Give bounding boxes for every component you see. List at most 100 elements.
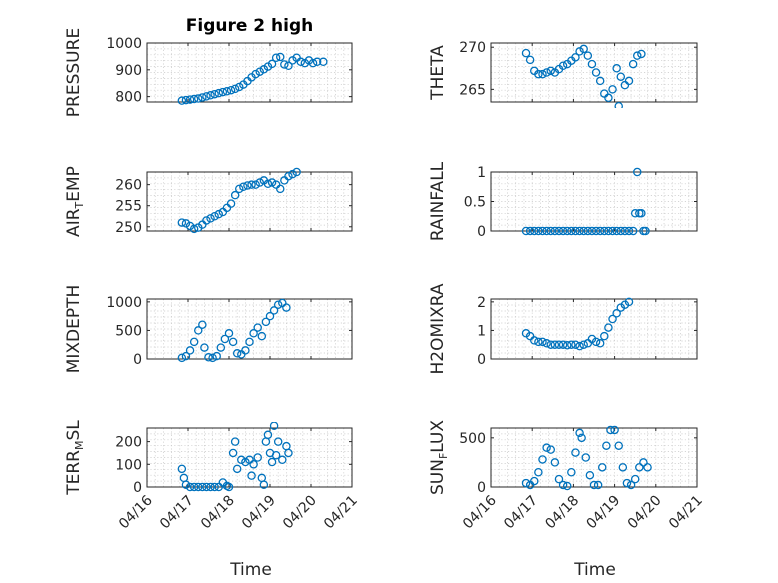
y-tick-label: 0	[477, 352, 486, 368]
data-point	[579, 226, 588, 236]
data-point	[579, 44, 588, 54]
data-point	[542, 68, 551, 77]
data-point	[232, 349, 242, 358]
data-point	[608, 314, 617, 324]
chart-title: Figure 2 high	[186, 16, 314, 36]
data-point	[241, 457, 250, 467]
data-point	[224, 329, 234, 338]
data-point	[571, 226, 580, 236]
y-tick-label: 2	[477, 295, 486, 311]
y-axis-label: RAINFALL	[428, 161, 448, 241]
data-point	[637, 49, 646, 59]
data-series	[177, 298, 291, 363]
y-axis-label-part: RAINFALL	[428, 161, 448, 241]
data-point	[245, 337, 254, 347]
data-point	[542, 226, 551, 236]
data-point	[249, 460, 258, 469]
data-point	[575, 341, 584, 351]
data-point	[202, 482, 211, 492]
data-point	[521, 48, 531, 58]
data-point	[610, 425, 619, 435]
data-point	[571, 53, 580, 62]
data-point	[575, 226, 584, 236]
data-point	[635, 463, 644, 472]
data-point	[525, 226, 535, 236]
data-point	[218, 87, 228, 97]
data-series	[521, 167, 650, 236]
data-point	[181, 351, 191, 361]
axes-frame	[146, 427, 353, 488]
data-point	[530, 476, 539, 486]
data-point	[538, 455, 547, 464]
data-point	[616, 72, 626, 81]
chart-panel-4: 0 500 1000 MIXDEPTH	[64, 285, 353, 374]
data-point	[271, 450, 281, 460]
y-axis-label-part: H2OMIXRA	[428, 283, 448, 374]
data-point	[319, 57, 328, 67]
data-point	[230, 84, 240, 94]
data-point	[538, 337, 547, 347]
data-point	[550, 340, 560, 349]
chart-panel-0: 800 900 1000 PRESSURE Figure 2 high	[64, 16, 353, 117]
data-point	[630, 474, 640, 484]
data-point	[604, 93, 613, 103]
data-point	[612, 64, 621, 73]
y-tick-label: 0	[133, 352, 142, 368]
data-point	[202, 216, 211, 225]
data-point	[198, 93, 207, 102]
data-point	[243, 181, 252, 190]
data-point	[282, 303, 291, 312]
data-point	[558, 226, 568, 236]
data-point	[620, 226, 630, 236]
data-point	[210, 211, 219, 221]
data-point	[595, 226, 605, 236]
data-point	[228, 448, 238, 458]
data-point	[558, 480, 568, 490]
data-point	[579, 340, 588, 349]
data-point	[284, 171, 293, 181]
data-point	[239, 182, 248, 191]
data-point	[538, 226, 547, 236]
y-tick-label: 0	[133, 480, 142, 496]
data-point	[558, 340, 568, 349]
data-point	[177, 218, 187, 227]
data-point	[263, 179, 273, 189]
data-point	[550, 458, 560, 467]
data-point	[265, 311, 275, 321]
data-point	[597, 463, 607, 472]
y-axis-label-part: THETA	[428, 45, 448, 101]
data-point	[637, 209, 646, 218]
data-point	[602, 441, 611, 450]
data-point	[604, 323, 613, 332]
data-point	[521, 226, 531, 236]
data-point	[614, 441, 623, 450]
y-axis-label-part: PRESSURE	[64, 28, 84, 117]
y-axis-label-part: SUN	[428, 459, 448, 495]
data-point	[591, 226, 601, 236]
y-tick-label: 250	[115, 220, 142, 236]
data-point	[189, 482, 199, 492]
data-point	[271, 53, 281, 63]
data-point	[189, 224, 199, 234]
data-point	[284, 61, 293, 71]
data-point	[284, 448, 293, 458]
x-tick-label: 04/20	[625, 493, 665, 533]
data-point	[216, 343, 226, 352]
data-series	[521, 425, 652, 491]
data-point	[261, 317, 271, 327]
data-point	[604, 226, 613, 236]
data-point	[624, 297, 634, 307]
data-point	[267, 457, 277, 467]
y-tick-label: 270	[459, 40, 486, 56]
y-axis-label-part: MIXDEPTH	[64, 285, 84, 374]
data-point	[577, 433, 586, 443]
data-point	[275, 184, 285, 194]
data-point	[204, 353, 213, 362]
data-point	[521, 478, 531, 488]
data-point	[193, 482, 203, 492]
data-point	[177, 96, 187, 105]
y-axis-label: PRESSURE	[64, 28, 84, 117]
data-point	[278, 455, 287, 465]
data-point	[626, 480, 636, 490]
x-tick-label: 04/16	[116, 492, 156, 532]
